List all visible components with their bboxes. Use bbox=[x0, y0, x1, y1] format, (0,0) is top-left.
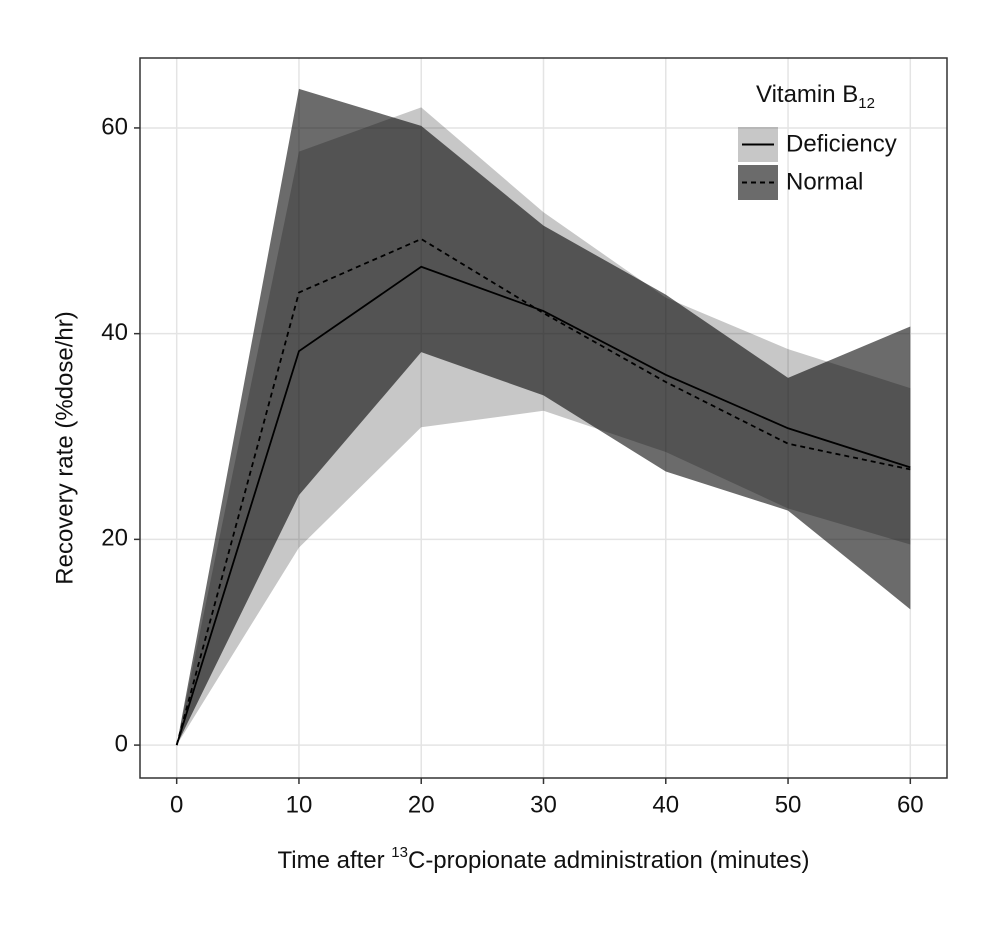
line bbox=[175, 238, 911, 746]
x-axis-title-part: Time after bbox=[277, 847, 391, 874]
y-tick-label: 60 bbox=[101, 113, 128, 140]
legend-label: Normal bbox=[786, 168, 863, 195]
y-tick-label: 0 bbox=[115, 730, 128, 757]
line bbox=[175, 265, 911, 746]
legend-label: Deficiency bbox=[786, 130, 897, 157]
panel-border bbox=[139, 57, 948, 779]
y-tick-label: 20 bbox=[101, 525, 128, 552]
y-tick-label: 40 bbox=[101, 319, 128, 346]
legend-title-part: 12 bbox=[858, 95, 875, 112]
x-tick-label: 20 bbox=[408, 791, 435, 818]
confidence-band bbox=[176, 88, 911, 746]
x-tick-label: 30 bbox=[530, 791, 557, 818]
x-tick-label: 0 bbox=[170, 791, 183, 818]
x-tick-label: 10 bbox=[286, 791, 313, 818]
legend-title: Vitamin B12 bbox=[756, 81, 875, 112]
x-tick-label: 40 bbox=[652, 791, 679, 818]
x-axis-title-part: 13 bbox=[391, 844, 408, 861]
x-tick-label: 60 bbox=[897, 791, 924, 818]
x-tick-label: 50 bbox=[775, 791, 802, 818]
y-axis-title: Recovery rate (%dose/hr) bbox=[51, 311, 78, 584]
legend-title-part: Vitamin B bbox=[756, 81, 858, 108]
x-axis-title-part: C-propionate administration (minutes) bbox=[408, 847, 810, 874]
x-axis-title: Time after 13C-propionate administration… bbox=[277, 844, 809, 874]
